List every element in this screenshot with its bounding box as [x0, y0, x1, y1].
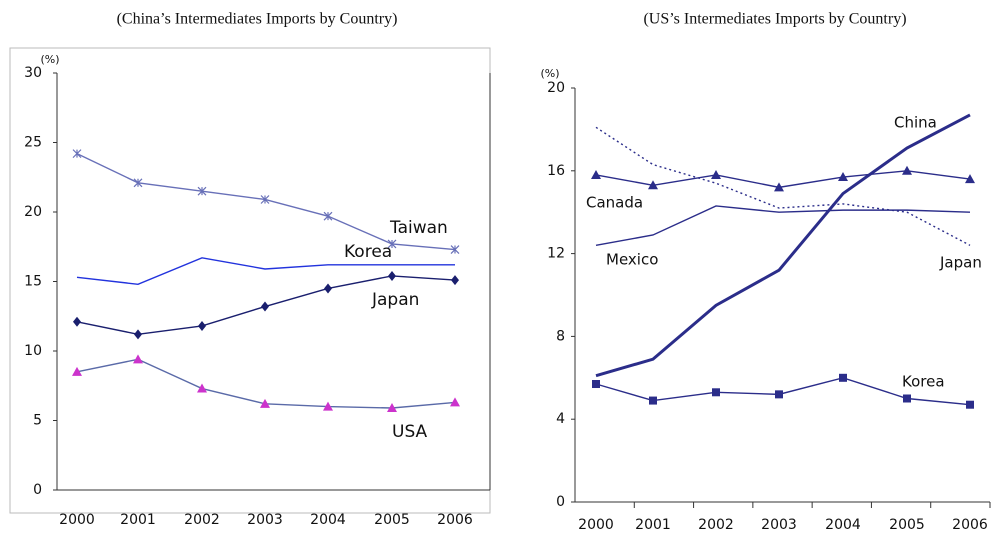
x-tick-label: 2003 — [761, 517, 797, 533]
x-tick-label: 2006 — [952, 517, 988, 533]
marker — [388, 270, 396, 281]
x-tick-label: 2001 — [635, 517, 671, 533]
y-axis-label: (%) — [40, 53, 59, 66]
marker — [450, 245, 460, 254]
marker — [387, 239, 397, 249]
marker — [197, 186, 207, 196]
marker — [387, 402, 397, 412]
marker — [591, 169, 601, 179]
x-tick-label: 2004 — [310, 512, 346, 528]
marker — [72, 149, 82, 159]
marker — [197, 383, 207, 393]
marker — [198, 320, 206, 331]
marker — [72, 366, 82, 376]
x-tick-label: 2001 — [120, 512, 156, 528]
marker — [649, 396, 657, 405]
y-tick-label: 16 — [547, 163, 565, 179]
marker — [903, 394, 911, 403]
marker — [774, 182, 784, 192]
chart-title: (China’s Intermediates Imports by Countr… — [117, 11, 398, 28]
y-tick-label: 0 — [33, 482, 42, 498]
marker — [133, 354, 143, 364]
y-tick-label: 20 — [24, 204, 42, 220]
series-line — [595, 205, 971, 247]
marker — [838, 172, 848, 182]
marker — [965, 174, 975, 184]
x-tick-label: 2000 — [59, 512, 95, 528]
marker — [260, 195, 270, 204]
x-tick-label: 2005 — [889, 517, 925, 533]
y-tick-label: 4 — [556, 411, 565, 427]
y-tick-label: 25 — [24, 135, 42, 151]
marker — [966, 400, 974, 409]
marker — [323, 401, 333, 411]
y-tick-label: 12 — [547, 246, 565, 262]
series-label: Japan — [939, 254, 982, 272]
marker — [839, 373, 847, 382]
marker — [323, 211, 333, 221]
marker — [712, 388, 720, 397]
series-label: Canada — [586, 194, 643, 212]
series-label: Taiwan — [389, 218, 448, 238]
marker — [134, 329, 142, 340]
left-frame — [9, 47, 491, 514]
x-tick-label: 2006 — [437, 512, 473, 528]
x-tick-label: 2004 — [825, 517, 861, 533]
marker — [260, 398, 270, 408]
marker — [450, 397, 460, 407]
series-line — [595, 126, 971, 246]
y-tick-label: 15 — [24, 274, 42, 290]
series-label: Korea — [902, 373, 945, 391]
marker — [775, 390, 783, 399]
x-tick-label: 2005 — [374, 512, 410, 528]
y-tick-label: 10 — [24, 343, 42, 359]
series-line — [76, 257, 455, 285]
marker — [324, 283, 332, 294]
series-line — [595, 113, 971, 378]
marker — [902, 165, 912, 175]
chart-title: (US’s Intermediates Imports by Country) — [643, 11, 906, 28]
y-axis-label: (%) — [540, 67, 559, 80]
y-tick-label: 20 — [547, 80, 565, 96]
series-label: Mexico — [606, 251, 658, 269]
y-tick-label: 5 — [33, 413, 42, 429]
y-tick-label: 0 — [556, 494, 565, 510]
marker — [73, 316, 81, 327]
x-tick-label: 2000 — [578, 517, 614, 533]
marker — [711, 169, 721, 179]
y-tick-label: 8 — [556, 328, 565, 344]
marker — [592, 380, 600, 389]
marker — [451, 275, 459, 286]
series-label: China — [894, 114, 937, 132]
x-tick-label: 2002 — [698, 517, 734, 533]
marker — [261, 301, 269, 312]
series-label: Korea — [344, 242, 392, 262]
marker — [133, 178, 143, 188]
x-tick-label: 2002 — [184, 512, 220, 528]
series-label: USA — [392, 422, 428, 442]
x-tick-label: 2003 — [247, 512, 283, 528]
marker — [648, 180, 658, 190]
series-label: Japan — [371, 290, 419, 310]
y-tick-label: 30 — [24, 65, 42, 81]
